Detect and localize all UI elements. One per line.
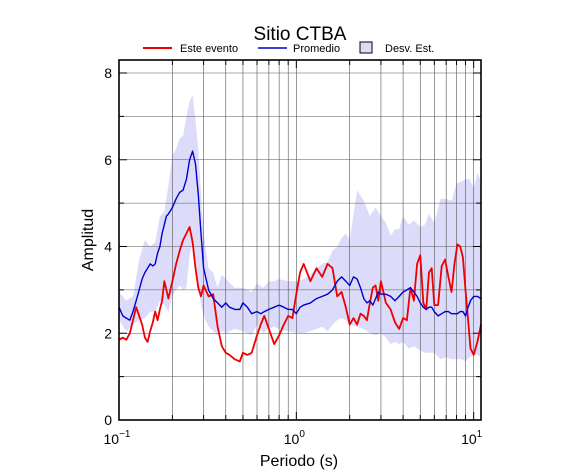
x-axis-label: Periodo (s): [260, 453, 338, 470]
chart-title: Sitio CTBA: [254, 24, 347, 45]
std-dev-band: [119, 94, 481, 362]
y-axis-label: Amplitud: [80, 209, 97, 271]
x-tick-label: 100: [284, 429, 306, 447]
plot-area: 0 2 4 6 8 10−1 100 101: [104, 59, 483, 447]
y-tick-label: 6: [104, 152, 112, 168]
y-tick-label: 0: [104, 412, 112, 428]
series-line-promedio: [118, 150, 482, 321]
legend: Este evento Promedio Desv. Est.: [143, 41, 434, 55]
y-tick-label: 2: [104, 325, 112, 341]
legend-swatch-desv-est: [359, 41, 373, 54]
legend-label-promedio: Promedio: [293, 43, 340, 55]
y-tick-label: 4: [104, 239, 112, 255]
legend-label-desv-est: Desv. Est.: [385, 43, 434, 55]
plot-frame: [118, 59, 482, 421]
x-tick-label: 10−1: [104, 429, 131, 447]
x-tick-label: 101: [461, 429, 483, 447]
legend-label-este-evento: Este evento: [180, 43, 238, 55]
y-tick-label: 8: [104, 65, 112, 81]
series-line-este-evento: [118, 226, 482, 363]
